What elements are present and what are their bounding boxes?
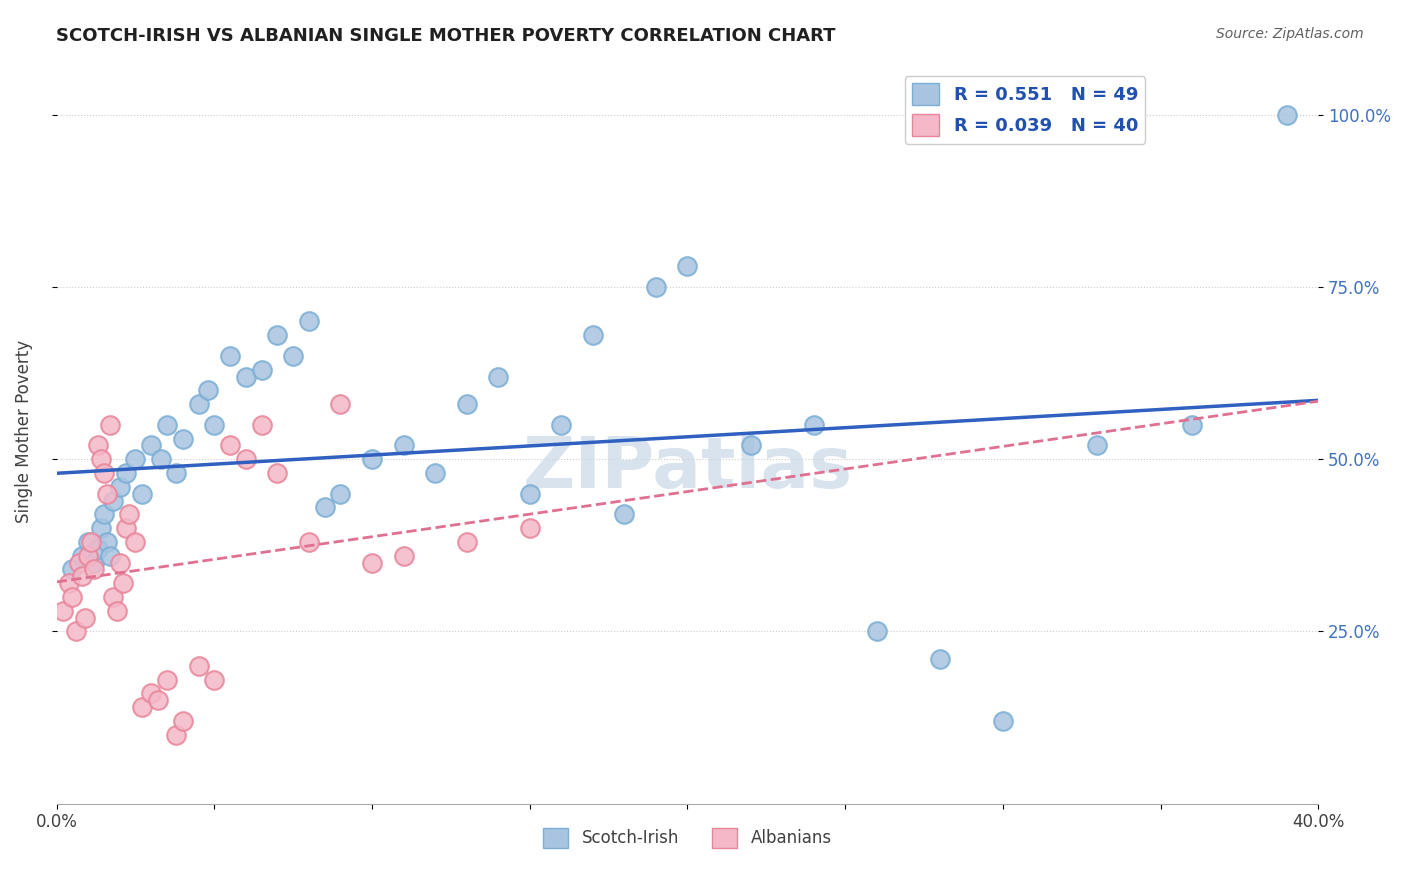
Point xyxy=(83,556,105,570)
Point xyxy=(98,549,121,563)
Point xyxy=(456,534,478,549)
Text: SCOTCH-IRISH VS ALBANIAN SINGLE MOTHER POVERTY CORRELATION CHART: SCOTCH-IRISH VS ALBANIAN SINGLE MOTHER P… xyxy=(56,27,835,45)
Point xyxy=(96,534,118,549)
Point xyxy=(519,521,541,535)
Legend: Scotch-Irish, Albanians: Scotch-Irish, Albanians xyxy=(537,822,838,855)
Point xyxy=(131,700,153,714)
Point xyxy=(90,452,112,467)
Point xyxy=(67,556,90,570)
Text: Source: ZipAtlas.com: Source: ZipAtlas.com xyxy=(1216,27,1364,41)
Point xyxy=(550,417,572,432)
Point xyxy=(65,624,87,639)
Point xyxy=(172,714,194,728)
Point xyxy=(329,486,352,500)
Point xyxy=(108,480,131,494)
Point xyxy=(111,576,134,591)
Text: ZIPatlas: ZIPatlas xyxy=(523,434,852,503)
Point xyxy=(93,466,115,480)
Point xyxy=(298,314,321,328)
Point xyxy=(803,417,825,432)
Point xyxy=(250,362,273,376)
Point xyxy=(90,521,112,535)
Point xyxy=(60,590,83,604)
Point xyxy=(928,652,950,666)
Point xyxy=(235,452,257,467)
Point xyxy=(141,438,163,452)
Point xyxy=(187,658,209,673)
Point xyxy=(156,417,179,432)
Point xyxy=(166,466,188,480)
Point xyxy=(131,486,153,500)
Point xyxy=(582,328,605,343)
Y-axis label: Single Mother Poverty: Single Mother Poverty xyxy=(15,340,32,524)
Point xyxy=(83,562,105,576)
Point xyxy=(250,417,273,432)
Point xyxy=(115,466,138,480)
Point xyxy=(103,590,125,604)
Point xyxy=(1181,417,1204,432)
Point xyxy=(392,438,415,452)
Point xyxy=(73,610,96,624)
Point xyxy=(486,369,509,384)
Point xyxy=(423,466,446,480)
Point xyxy=(156,673,179,687)
Point xyxy=(166,728,188,742)
Point xyxy=(70,549,93,563)
Point xyxy=(298,534,321,549)
Point xyxy=(613,508,636,522)
Point xyxy=(392,549,415,563)
Point xyxy=(105,604,128,618)
Point xyxy=(124,534,146,549)
Point xyxy=(329,397,352,411)
Point xyxy=(60,562,83,576)
Point xyxy=(77,549,100,563)
Point xyxy=(108,556,131,570)
Point xyxy=(86,541,108,556)
Point xyxy=(1275,108,1298,122)
Point xyxy=(197,384,219,398)
Point xyxy=(991,714,1014,728)
Point xyxy=(149,452,172,467)
Point xyxy=(146,693,169,707)
Point xyxy=(361,556,384,570)
Point xyxy=(235,369,257,384)
Point xyxy=(219,349,242,363)
Point xyxy=(58,576,80,591)
Point xyxy=(141,686,163,700)
Point xyxy=(86,438,108,452)
Point xyxy=(115,521,138,535)
Point xyxy=(202,673,225,687)
Point xyxy=(676,260,699,274)
Point xyxy=(456,397,478,411)
Point xyxy=(219,438,242,452)
Point xyxy=(93,508,115,522)
Point xyxy=(80,534,103,549)
Point xyxy=(124,452,146,467)
Point xyxy=(52,604,75,618)
Point xyxy=(266,466,288,480)
Point xyxy=(103,493,125,508)
Point xyxy=(187,397,209,411)
Point xyxy=(118,508,141,522)
Point xyxy=(202,417,225,432)
Point xyxy=(96,486,118,500)
Point xyxy=(77,534,100,549)
Point xyxy=(519,486,541,500)
Point xyxy=(172,432,194,446)
Point xyxy=(1087,438,1109,452)
Point xyxy=(283,349,305,363)
Point xyxy=(98,417,121,432)
Point xyxy=(70,569,93,583)
Point xyxy=(645,280,668,294)
Point xyxy=(314,500,336,515)
Point xyxy=(866,624,889,639)
Point xyxy=(266,328,288,343)
Point xyxy=(361,452,384,467)
Point xyxy=(740,438,762,452)
